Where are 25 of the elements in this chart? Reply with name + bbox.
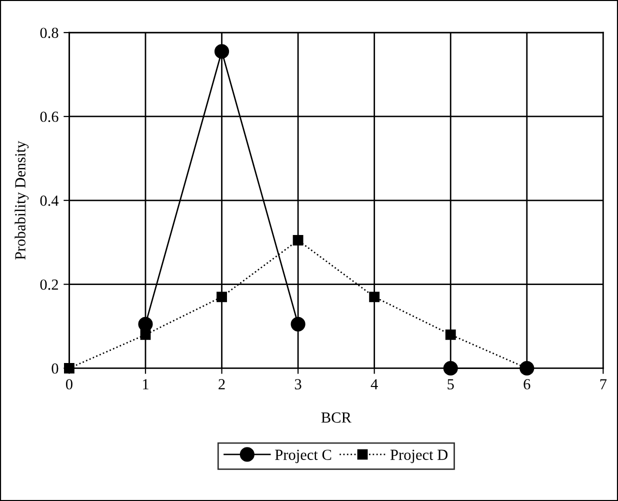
x-tick-label: 1 [143,379,148,390]
y-tick-label: 0.4 [40,196,59,206]
legend-label: Project D [390,450,448,464]
point [290,316,306,332]
x-tick-label: 0 [66,379,72,390]
point [443,360,458,376]
x-tick-label: 7 [600,379,607,390]
y-tick-label: 0.8 [40,28,58,38]
point [445,329,456,340]
point [369,292,380,302]
point [138,316,153,332]
point [214,44,230,59]
y-tick-label: 0 [52,363,58,374]
x-axis-title: BCR [321,412,352,423]
y-tick-label: 0.2 [40,279,58,290]
point [216,292,227,302]
x-tick-label: 5 [448,379,454,390]
legend-label: Project C [275,450,332,464]
x-tick-label: 6 [524,379,530,390]
x-tick-label: 4 [370,379,378,390]
x-tick-label: 3 [294,379,302,390]
y-tick-label: 0.6 [40,112,58,122]
y-axis-title: Probability Density [14,140,29,260]
x-tick-label: 2 [218,379,225,390]
point [292,235,304,246]
